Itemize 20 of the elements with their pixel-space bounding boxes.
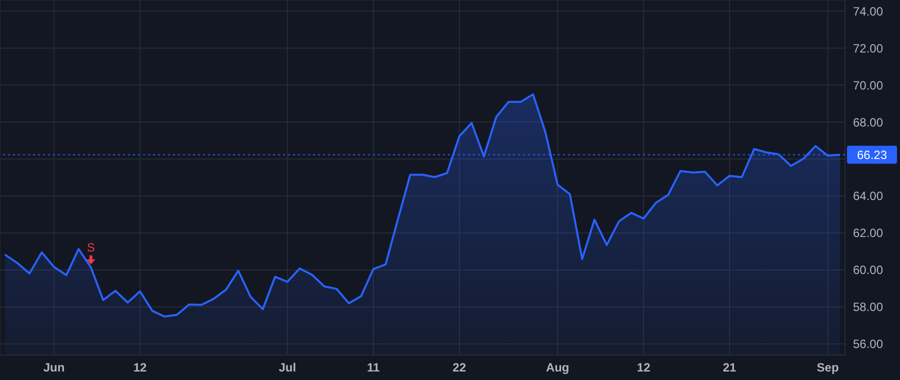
y-tick-label: 60.00 bbox=[853, 263, 884, 278]
y-tick-label: 62.00 bbox=[853, 226, 884, 240]
y-tick-label: 56.00 bbox=[853, 337, 884, 352]
x-tick-label: Sep bbox=[816, 360, 839, 375]
ref-line-label: 66.23 bbox=[856, 148, 888, 162]
x-tick-label: Aug bbox=[546, 360, 570, 375]
x-tick-label: 22 bbox=[452, 360, 466, 375]
y-tick-label: 68.00 bbox=[853, 115, 884, 130]
x-tick-label: Jul bbox=[278, 360, 296, 375]
y-tick-label: 64.00 bbox=[853, 189, 884, 204]
y-tick-label: 70.00 bbox=[853, 78, 884, 92]
y-tick-label: 58.00 bbox=[853, 300, 884, 314]
x-tick-label: 21 bbox=[722, 360, 737, 375]
annotation: S bbox=[86, 240, 95, 254]
x-tick-label: 12 bbox=[133, 360, 148, 375]
y-tick-label: 74.00 bbox=[853, 4, 884, 18]
x-tick-label: Jun bbox=[43, 360, 65, 375]
x-tick-label: 11 bbox=[367, 360, 380, 375]
y-tick-label: 72.00 bbox=[853, 41, 884, 56]
x-tick-label: 12 bbox=[636, 360, 651, 375]
